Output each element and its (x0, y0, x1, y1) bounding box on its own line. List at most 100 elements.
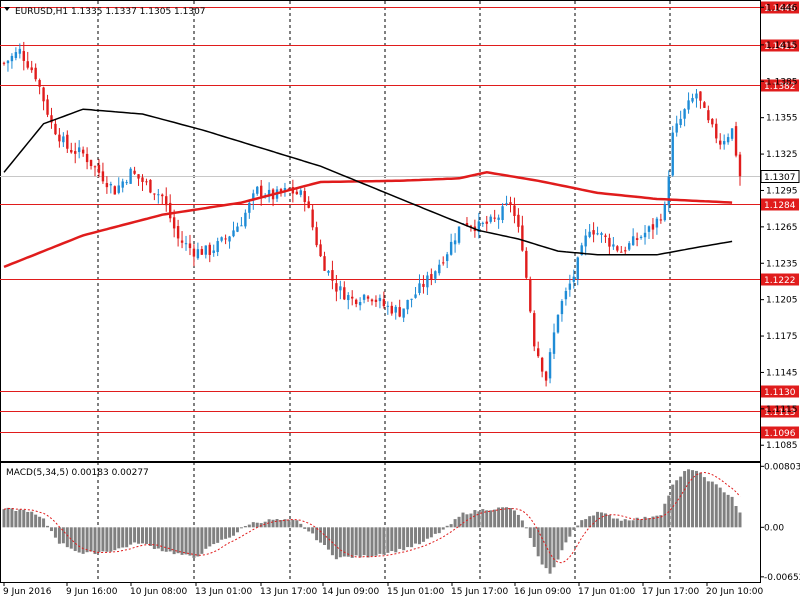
candle-down (145, 181, 148, 183)
candle-up (568, 283, 572, 290)
macd-bar (311, 527, 315, 534)
candle-down (200, 249, 204, 255)
candle-up (501, 206, 504, 221)
candle-down (323, 256, 326, 271)
price-tick-label: 1.1295 (766, 186, 798, 196)
macd-bar (307, 527, 311, 532)
macd-bar (501, 507, 505, 528)
candle-up (695, 93, 698, 99)
candle-up (196, 249, 200, 259)
macd-bar (73, 527, 77, 552)
macd-bar (303, 527, 307, 529)
time-label: 10 Jun 08:00 (130, 587, 187, 597)
macd-bar (89, 527, 93, 552)
candle-up (410, 298, 413, 300)
macd-bar (319, 527, 323, 543)
macd-bar (22, 509, 26, 528)
macd-bar (61, 527, 65, 544)
macd-bar (18, 509, 22, 528)
candle-up (121, 181, 124, 188)
macd-bar (691, 470, 695, 528)
candle-down (509, 202, 512, 205)
candle-up (687, 100, 690, 110)
time-label: 13 Jun 17:00 (260, 587, 317, 597)
level-badge-label: 1.1382 (764, 82, 796, 92)
macd-bar (251, 522, 255, 528)
candles (2, 41, 742, 387)
candle-down (366, 296, 370, 299)
candle-up (548, 352, 552, 379)
macd-bar (212, 527, 216, 545)
candle-up (639, 236, 643, 238)
candle-down (354, 299, 358, 305)
macd-bar (93, 527, 97, 554)
macd-bar (410, 527, 414, 548)
macd-bar (6, 507, 10, 528)
macd-bar (607, 515, 611, 528)
macd-bar (485, 510, 489, 528)
macd-bar (14, 511, 18, 528)
level-badge-label: 1.1446 (764, 4, 796, 14)
candle-down (303, 191, 306, 202)
level-badge (761, 405, 799, 418)
macd-bar (53, 527, 57, 538)
candle-up (457, 226, 461, 243)
candle-down (513, 205, 516, 217)
level-badge (761, 273, 799, 286)
time-label: 13 Jun 01:00 (195, 587, 252, 597)
macd-bar (176, 527, 180, 554)
candle-down (149, 179, 152, 193)
macd-bar (224, 527, 228, 539)
macd-bar (528, 527, 532, 538)
candle-down (343, 287, 346, 300)
slow-moving-average (3, 171, 733, 269)
macd-bar (532, 527, 536, 547)
candle-down (430, 274, 433, 280)
candle-down (738, 154, 742, 177)
candle-down (54, 123, 57, 135)
price-tick-label: 1.1325 (766, 150, 798, 160)
macd-bar (180, 527, 184, 555)
candle-down (101, 171, 105, 182)
candle-up (556, 314, 560, 333)
macd-bar (698, 472, 702, 528)
main-grid (0, 0, 761, 583)
candle-up (129, 168, 132, 184)
candle-down (469, 225, 473, 227)
candle-up (18, 48, 22, 54)
current-price-badge (760, 170, 800, 183)
candle-down (592, 230, 595, 235)
macd-bar (271, 519, 275, 528)
macd-signal-line (3, 471, 741, 564)
candle-up (267, 189, 271, 196)
candle-down (38, 80, 41, 87)
candle-down (188, 243, 192, 249)
macd-bar (441, 527, 445, 530)
macd-bar (378, 527, 382, 554)
candle-down (315, 227, 318, 246)
macd-bar (592, 515, 596, 528)
macd-bar (129, 527, 133, 545)
candle-up (157, 194, 160, 196)
candle-up (394, 306, 397, 313)
candle-up (386, 305, 390, 307)
macd-bar (406, 527, 410, 548)
dropdown-icon[interactable] (4, 7, 10, 11)
candle-down (529, 278, 532, 312)
macd-bar (287, 519, 291, 528)
macd-bar (477, 511, 481, 528)
price-tick-label: 1.1145 (766, 368, 798, 378)
macd-bar (738, 512, 742, 528)
macd-bar (49, 527, 53, 532)
macd-bar (374, 527, 378, 556)
macd-bar (734, 506, 738, 528)
macd-bar (315, 527, 319, 541)
candle-down (485, 221, 488, 224)
macd-bar (160, 527, 164, 552)
time-label: 16 Jun 09:00 (514, 587, 571, 597)
macd-bar (358, 527, 362, 558)
macd-bar (188, 527, 192, 556)
macd-bar (556, 527, 560, 560)
macd-bar (417, 527, 421, 545)
macd-bar (730, 496, 734, 528)
